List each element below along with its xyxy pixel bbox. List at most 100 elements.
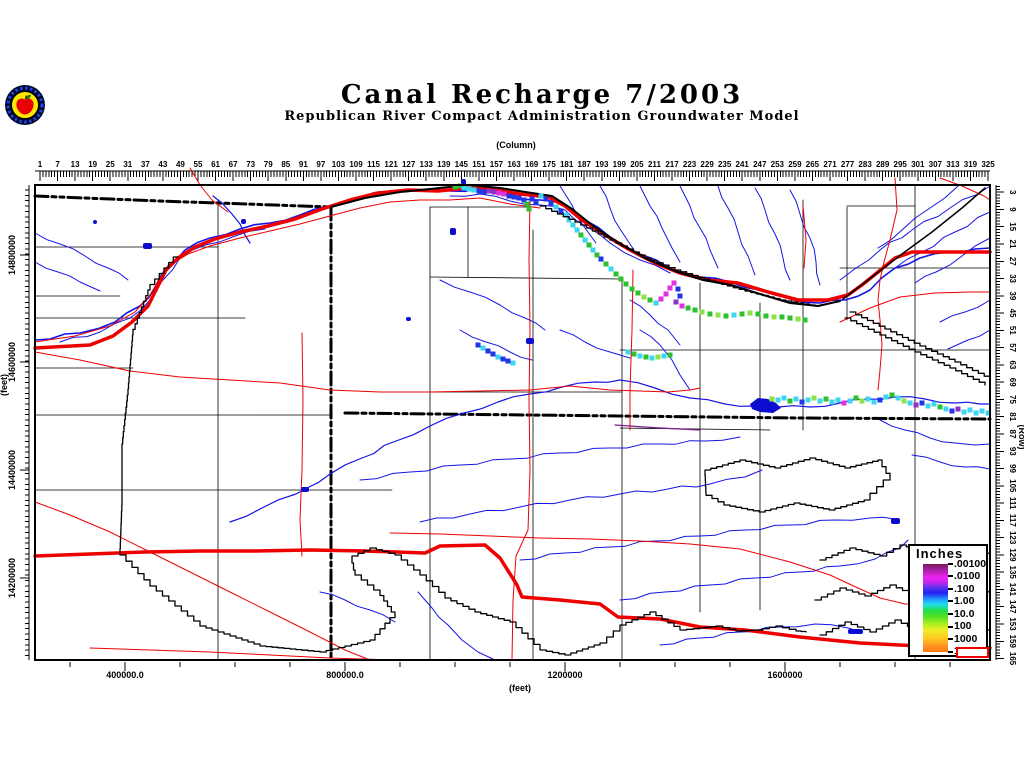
recharge-cell — [625, 349, 631, 355]
recharge-cell — [919, 400, 925, 406]
river-line — [879, 419, 991, 446]
recharge-cell — [603, 261, 609, 267]
svg-text:115: 115 — [367, 160, 380, 169]
recharge-cell — [865, 396, 871, 402]
svg-text:25: 25 — [106, 160, 115, 169]
county-line — [429, 276, 623, 280]
legend-tick-icon — [948, 638, 953, 641]
river-line — [639, 185, 681, 263]
svg-text:259: 259 — [788, 160, 802, 169]
recharge-cell — [594, 252, 600, 258]
recharge-cell — [524, 201, 530, 207]
lake — [891, 518, 900, 524]
river-line — [789, 189, 821, 286]
recharge-cell — [771, 314, 777, 320]
lake — [406, 317, 411, 321]
legend-entry: .100 — [948, 583, 974, 595]
map-content — [33, 167, 992, 662]
svg-text:79: 79 — [264, 160, 273, 169]
road-line — [299, 332, 304, 557]
svg-text:800000.0: 800000.0 — [326, 670, 364, 680]
recharge-cell — [817, 398, 823, 404]
svg-text:43: 43 — [158, 160, 167, 169]
recharge-cell — [558, 208, 564, 214]
svg-text:193: 193 — [595, 160, 609, 169]
svg-text:75: 75 — [1008, 395, 1017, 404]
recharge-cell — [649, 355, 655, 361]
svg-text:3: 3 — [1008, 190, 1017, 195]
svg-text:211: 211 — [648, 160, 661, 169]
svg-text:7: 7 — [55, 160, 60, 169]
svg-text:175: 175 — [542, 160, 556, 169]
recharge-cell — [578, 232, 584, 238]
svg-text:37: 37 — [141, 160, 150, 169]
recharge-cell — [675, 286, 681, 292]
recharge-cell — [521, 197, 527, 203]
recharge-cell — [835, 397, 841, 403]
legend-tick-icon — [948, 625, 953, 628]
svg-text:(feet): (feet) — [0, 374, 9, 396]
recharge-cell — [859, 398, 865, 404]
recharge-cell — [805, 397, 811, 403]
recharge-cell — [667, 285, 673, 291]
recharge-cell — [643, 354, 649, 360]
recharge-cell — [623, 281, 629, 287]
county-line — [619, 427, 771, 431]
recharge-cell — [505, 358, 511, 364]
recharge-cell — [739, 311, 745, 317]
recharge-cell — [925, 403, 931, 409]
recharge-cell — [629, 286, 635, 292]
river-line — [319, 591, 396, 623]
river-line — [894, 211, 991, 269]
recharge-cell — [653, 300, 659, 306]
model-boundary-line — [149, 547, 807, 656]
recharge-cell — [679, 303, 685, 309]
road-line — [34, 197, 541, 343]
river-line — [754, 187, 791, 281]
recharge-cell — [907, 400, 913, 406]
recharge-cell — [500, 356, 506, 362]
recharge-cell — [590, 247, 596, 253]
border-corridor-line — [842, 187, 986, 300]
recharge-cell — [461, 185, 467, 191]
recharge-cell — [979, 408, 985, 414]
river-line — [639, 329, 691, 391]
recharge-cell — [538, 193, 544, 199]
svg-text:123: 123 — [1008, 531, 1017, 545]
recharge-cell — [802, 317, 808, 323]
legend-entry-label: 100 — [954, 620, 972, 633]
legend-tick-icon — [948, 612, 953, 615]
svg-text:133: 133 — [420, 160, 434, 169]
svg-text:14400000: 14400000 — [7, 450, 17, 490]
svg-text:253: 253 — [771, 160, 785, 169]
recharge-cell — [671, 280, 677, 286]
svg-text:73: 73 — [246, 160, 255, 169]
legend-entry: .0100 — [948, 571, 980, 582]
recharge-cell — [553, 204, 559, 210]
svg-text:(feet): (feet) — [509, 683, 531, 693]
recharge-cell — [707, 311, 713, 317]
recharge-cell — [582, 237, 588, 243]
recharge-cell — [823, 396, 829, 402]
recharge-cell — [781, 395, 787, 401]
river-line — [449, 193, 671, 274]
recharge-cell — [635, 290, 641, 296]
river-line — [419, 469, 763, 523]
highway-line — [33, 543, 992, 650]
svg-text:61: 61 — [211, 160, 220, 169]
svg-text:129: 129 — [1008, 548, 1017, 562]
svg-text:301: 301 — [911, 160, 925, 169]
recharge-cell — [723, 313, 729, 319]
river-line — [459, 329, 533, 361]
svg-text:14800000: 14800000 — [7, 235, 17, 275]
legend-tick-icon — [948, 650, 953, 653]
recharge-cell — [787, 315, 793, 321]
recharge-cell — [618, 276, 624, 282]
river-line — [914, 237, 991, 284]
svg-text:157: 157 — [490, 160, 504, 169]
svg-text:151: 151 — [472, 160, 486, 169]
road-line — [839, 291, 991, 323]
svg-text:33: 33 — [1008, 274, 1017, 283]
